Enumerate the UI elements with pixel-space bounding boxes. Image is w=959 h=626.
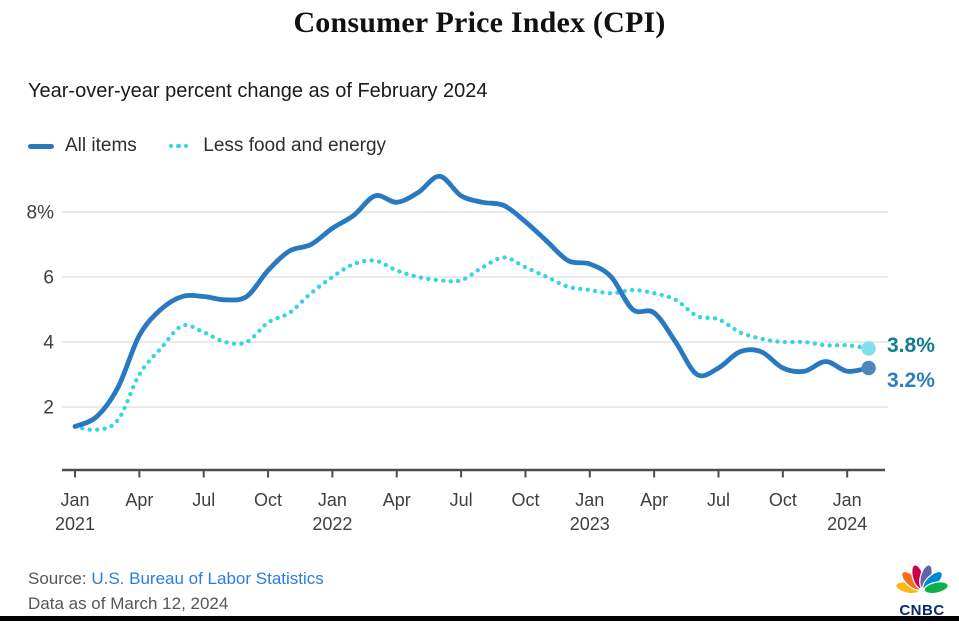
chart-legend: All items Less food and energy	[28, 135, 418, 157]
source-prefix: Source:	[28, 569, 87, 588]
svg-text:Apr: Apr	[383, 490, 411, 510]
svg-text:Oct: Oct	[254, 490, 282, 510]
svg-text:2: 2	[43, 398, 54, 419]
svg-text:Oct: Oct	[769, 490, 797, 510]
peacock-icon	[895, 564, 949, 595]
svg-text:Apr: Apr	[640, 490, 668, 510]
svg-text:6: 6	[43, 268, 54, 289]
svg-text:Jan: Jan	[318, 490, 347, 510]
end-value-label-core: 3.8%	[887, 334, 935, 357]
svg-text:4: 4	[43, 333, 54, 354]
svg-text:Jul: Jul	[707, 490, 730, 510]
series-less-food-and-energy	[72, 255, 876, 433]
legend-label: Less food and energy	[203, 135, 387, 156]
svg-text:2021: 2021	[55, 514, 95, 534]
svg-text:2023: 2023	[570, 514, 610, 534]
svg-text:Oct: Oct	[511, 490, 539, 510]
chart-footer: Source: U.S. Bureau of Labor Statistics …	[28, 566, 324, 616]
legend-label: All items	[65, 135, 137, 156]
x-axis: Jan 2021 Apr Jul Oct Jan 2022 Apr Jul Oct Jan 2023 A…	[55, 468, 885, 534]
chart-subtitle: Year-over-year percent change as of Febr…	[28, 80, 488, 102]
solid-line-swatch-icon	[28, 143, 54, 149]
cnbc-logo: CNBC	[894, 558, 950, 619]
source-line: Source: U.S. Bureau of Labor Statistics	[28, 566, 324, 591]
bottom-divider-bar	[0, 616, 959, 621]
svg-text:2022: 2022	[312, 514, 352, 534]
source-link[interactable]: U.S. Bureau of Labor Statistics	[91, 569, 324, 588]
legend-item-core: Less food and energy	[168, 135, 387, 157]
legend-item-all-items: All items	[28, 135, 137, 157]
svg-text:Apr: Apr	[125, 490, 153, 510]
dotted-line-swatch-icon	[168, 143, 192, 149]
svg-text:Jan: Jan	[575, 490, 604, 510]
svg-text:Jan: Jan	[833, 490, 862, 510]
series-all-items	[72, 173, 876, 429]
svg-text:Jul: Jul	[192, 490, 215, 510]
data-note: Data as of March 12, 2024	[28, 594, 229, 613]
grid-and-y-axis: 8% 6 4 2	[27, 203, 888, 419]
series-end-dot	[861, 360, 876, 376]
series-end-dot	[861, 341, 876, 356]
svg-text:2024: 2024	[827, 514, 867, 534]
svg-text:8%: 8%	[27, 203, 55, 224]
end-value-label-all-items: 3.2%	[887, 369, 935, 392]
page-title: Consumer Price Index (CPI)	[293, 6, 666, 39]
cnbc-wordmark: CNBC	[899, 602, 945, 619]
svg-text:Jan: Jan	[60, 490, 89, 510]
svg-text:Jul: Jul	[450, 490, 473, 510]
